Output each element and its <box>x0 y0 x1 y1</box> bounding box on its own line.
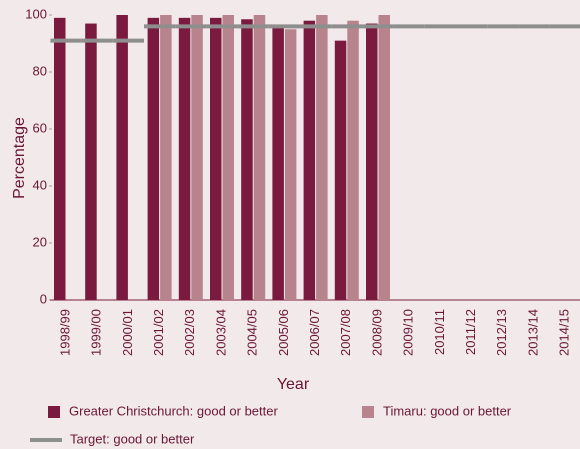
bar <box>191 15 203 300</box>
x-tick-label: 2007/08 <box>338 309 353 356</box>
bar <box>366 23 378 301</box>
x-tick-label: 2002/03 <box>182 309 197 356</box>
x-tick-label: 2011/12 <box>463 309 478 355</box>
y-tick-label: 40 <box>33 177 47 192</box>
x-tick-label: 1999/00 <box>89 309 104 356</box>
bar <box>178 17 191 300</box>
legend-label: Timaru: good or better <box>383 403 512 418</box>
x-axis-label: Year <box>277 376 310 393</box>
x-tick-label: 1998/99 <box>57 309 72 356</box>
legend-label: Target: good or better <box>70 431 195 446</box>
bar <box>241 19 253 301</box>
x-tick-label: 2013/14 <box>525 309 540 356</box>
x-tick-label: 2001/02 <box>151 309 166 356</box>
x-tick-label: 2000/01 <box>120 309 135 356</box>
bar <box>210 17 222 300</box>
legend-swatch <box>48 406 60 418</box>
bar <box>85 23 97 301</box>
y-axis-label: Percentage <box>11 117 28 199</box>
bar <box>334 40 347 301</box>
bar <box>116 15 128 300</box>
bar <box>147 17 160 300</box>
bar <box>160 15 172 300</box>
bar <box>347 20 359 300</box>
legend-swatch <box>362 406 374 418</box>
bar <box>303 20 316 300</box>
y-tick-label: 60 <box>33 120 47 135</box>
legend-label: Greater Christchurch: good or better <box>69 403 278 418</box>
y-tick-label: 80 <box>33 63 47 78</box>
bar <box>222 15 234 300</box>
bar <box>316 15 328 300</box>
x-tick-label: 2003/04 <box>213 309 228 356</box>
x-tick-label: 2014/15 <box>557 309 572 356</box>
x-tick-label: 2010/11 <box>432 309 447 355</box>
y-tick-label: 100 <box>25 6 47 21</box>
y-tick-label: 20 <box>33 234 47 249</box>
x-tick-label: 2009/10 <box>401 309 416 356</box>
y-tick-label: 0 <box>40 291 47 306</box>
x-tick-label: 2008/09 <box>369 309 384 356</box>
x-tick-label: 2006/07 <box>307 309 322 356</box>
bar <box>284 29 297 300</box>
bar <box>272 26 284 301</box>
x-tick-label: 2005/06 <box>276 309 291 356</box>
x-tick-label: 2004/05 <box>245 309 260 356</box>
bar <box>378 15 390 300</box>
x-tick-label: 2012/13 <box>494 309 509 356</box>
bar <box>253 15 266 300</box>
bar <box>54 17 66 300</box>
